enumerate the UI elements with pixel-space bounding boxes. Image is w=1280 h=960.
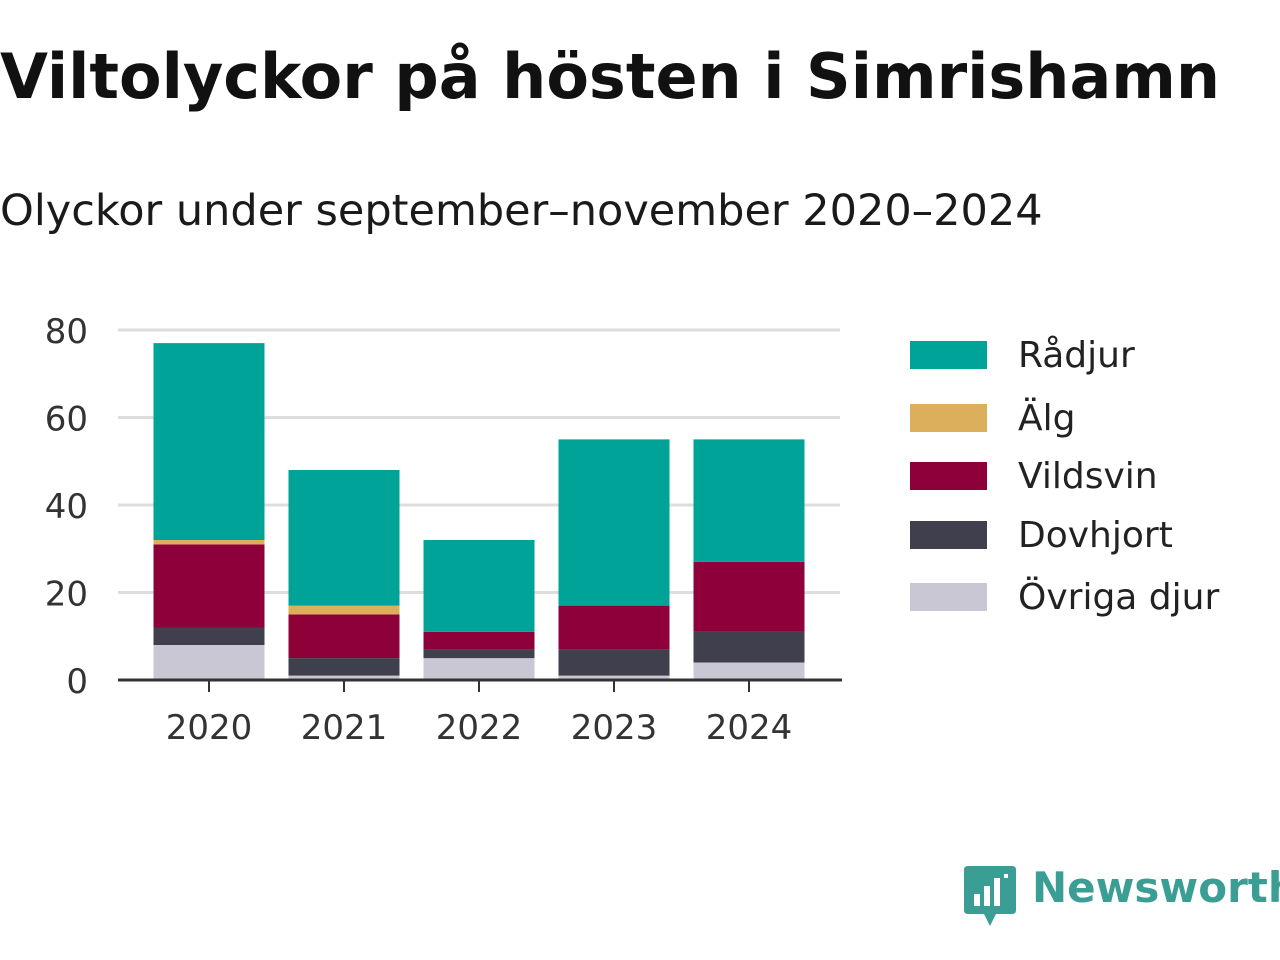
legend-item: Vildsvin (910, 457, 1250, 497)
x-tick-label: 2023 (571, 708, 658, 748)
chart-subtitle: Olyckor under september–november 2020–20… (0, 186, 1043, 236)
newsworthy-logo-icon (964, 866, 1016, 926)
bar-segment (153, 627, 265, 645)
y-tick-label: 0 (66, 662, 88, 702)
bar-segment (288, 675, 400, 680)
bar-segment (693, 631, 805, 663)
y-tick-label: 40 (45, 487, 88, 527)
bar-segment (558, 605, 670, 650)
bar-segment (423, 540, 535, 632)
bar-segment (558, 675, 670, 680)
legend-label: Dovhjort (1018, 515, 1173, 556)
chart-title: Viltolyckor på hösten i Simrishamn (0, 40, 1221, 113)
legend-item: Rådjur (910, 336, 1250, 376)
bar-segment (288, 605, 400, 615)
bar-segment (558, 439, 670, 606)
legend-label: Älg (1018, 398, 1076, 439)
legend-swatch (910, 521, 987, 549)
bar-segment (423, 631, 535, 650)
bar-segment (153, 540, 265, 545)
x-tick-label: 2022 (436, 708, 523, 748)
bar-segment (153, 343, 265, 540)
stacked-bar-chart: 0 20 40 60 80 2020 2021 2022 2023 2024 (45, 312, 842, 748)
newsworthy-logo: Newsworthy (964, 862, 1280, 928)
bar-segment (288, 470, 400, 606)
y-tick-label: 60 (45, 400, 88, 440)
legend-item: Övriga djur (910, 578, 1250, 618)
x-axis: 2020 2021 2022 2023 2024 (118, 678, 842, 748)
y-tick-label: 80 (45, 312, 88, 352)
bar-segment (423, 658, 535, 680)
bar-segment (153, 645, 265, 680)
bar-segment (423, 649, 535, 659)
legend-label: Vildsvin (1018, 456, 1158, 497)
legend-item: Älg (910, 399, 1250, 439)
y-axis-ticks: 0 20 40 60 80 (45, 312, 88, 702)
bars (153, 343, 805, 680)
legend-swatch (910, 583, 987, 611)
legend-label: Övriga djur (1018, 577, 1220, 618)
legend-item: Dovhjort (910, 516, 1250, 556)
legend-swatch (910, 462, 987, 490)
x-tick-label: 2021 (301, 708, 388, 748)
bar-segment (693, 439, 805, 562)
bar-segment (693, 561, 805, 632)
bar-segment (288, 614, 400, 659)
bar-segment (693, 662, 805, 680)
bar-segment (558, 649, 670, 676)
legend-swatch (910, 341, 987, 369)
x-tick-label: 2024 (706, 708, 793, 748)
bar-segment (153, 544, 265, 628)
brand-name: Newsworthy (1032, 863, 1280, 912)
x-tick-label: 2020 (166, 708, 253, 748)
legend-label: Rådjur (1018, 335, 1135, 376)
bar-segment (288, 658, 400, 676)
y-tick-label: 20 (45, 575, 88, 615)
legend-swatch (910, 404, 987, 432)
